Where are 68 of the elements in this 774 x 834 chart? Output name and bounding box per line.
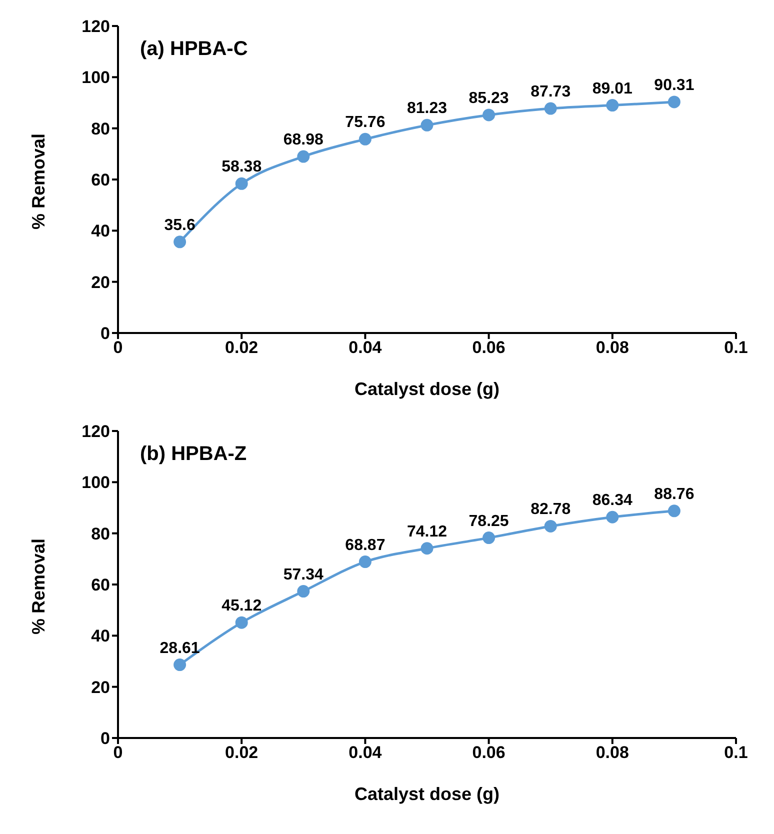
point [668,96,680,108]
data-label: 74.12 [406,523,448,540]
y-tick-label: 20 [91,272,110,292]
y-tick-label: 0 [100,324,110,344]
point [544,102,557,115]
point [482,532,496,544]
y-tick-label: 100 [82,68,110,88]
point [482,108,496,122]
point [297,150,310,163]
data-label: 81.23 [406,100,448,118]
data-label: 35.6 [164,216,196,234]
y-tick-label: 0 [100,729,110,748]
text: (b) HPBA-Z [140,443,247,466]
data-label: 86.34 [592,492,633,510]
data-label: 75.76 [345,114,386,132]
point [420,542,434,555]
x-tick-label: 0 [113,743,123,762]
y-tick-label: 120 [82,422,110,442]
data-label: 58.38 [222,158,262,176]
data-label: 28.61 [160,640,200,657]
x-tick-label: 0.06 [472,338,506,358]
point [174,236,186,248]
x-tick-label: 0.02 [225,743,258,762]
data-label: 85.23 [468,90,509,107]
y-tick-label: 120 [82,17,110,36]
y-tick-label: 80 [91,119,110,138]
data-label: 45.12 [222,598,262,615]
point [420,118,434,132]
y-tick-label: 40 [91,626,110,646]
data-label: 82.78 [530,501,571,518]
y-tick-label: 20 [91,678,110,697]
point [358,132,372,146]
x-tick-label: 0 [113,338,123,358]
data-label: 90.31 [654,76,694,94]
x-tick-label: 0.1 [724,743,748,762]
data-label: 57.34 [283,566,324,584]
data-label: 87.73 [530,84,571,101]
x-tick-label: 0.04 [348,743,382,762]
y-tick-label: 80 [91,524,110,544]
x-tick-label: 0.04 [348,338,382,358]
point [606,99,619,112]
y-axis-title: % Removal [28,538,48,634]
point [235,177,248,190]
y-tick-label: 100 [82,473,110,492]
x-tick-label: 0.02 [225,338,258,358]
y-tick-label: 60 [91,170,110,190]
point [358,556,372,568]
data-label: 68.87 [345,536,386,554]
data-label: 89.01 [592,80,633,98]
x-axis-title: Catalyst dose (g) [354,784,500,804]
point [606,510,619,524]
y-tick-label: 40 [91,222,110,241]
data-label: 88.76 [654,486,694,503]
point [668,504,680,518]
data-label: 78.25 [468,512,509,530]
data-label: 68.98 [283,132,324,149]
point [297,585,310,598]
text: (a) HPBA-C [140,38,248,61]
point [544,520,557,532]
x-tick-label: 0.06 [472,743,506,762]
x-tick-label: 0.08 [596,743,629,762]
x-axis-title: Catalyst dose (g) [354,379,500,399]
point [174,658,186,672]
point [235,616,248,629]
y-axis-title: % Removal [28,133,48,230]
x-tick-label: 0.1 [724,338,748,358]
y-tick-label: 60 [91,576,110,595]
x-tick-label: 0.08 [596,338,629,358]
